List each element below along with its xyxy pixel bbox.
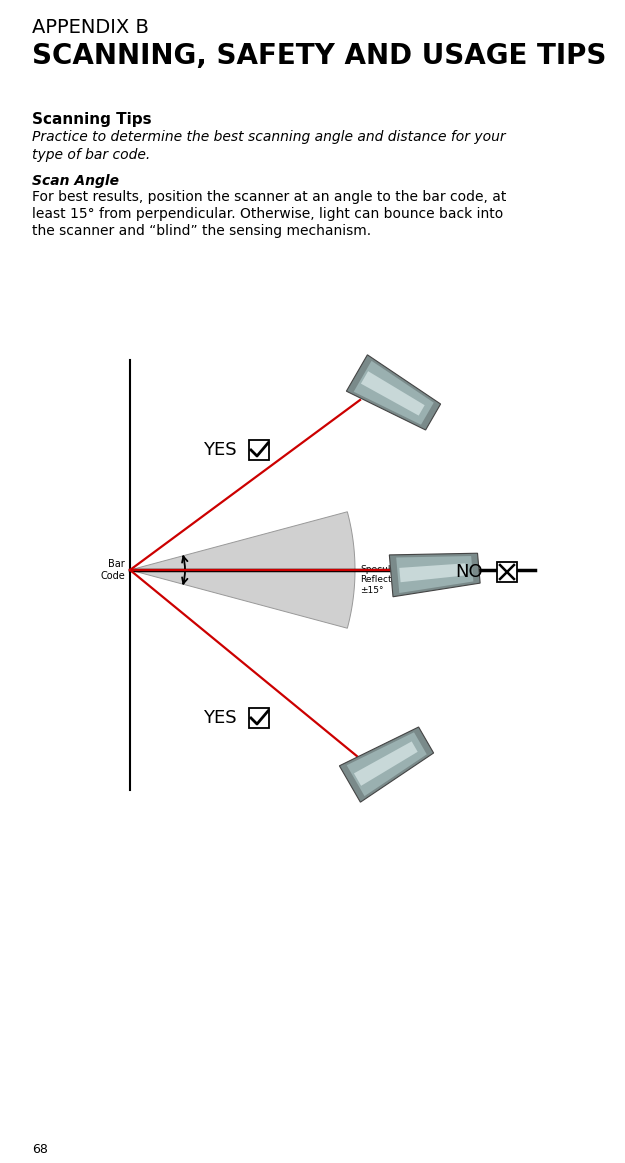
Bar	[497, 562, 517, 582]
Text: Scan Angle: Scan Angle	[32, 174, 119, 188]
Polygon shape	[354, 361, 434, 424]
Polygon shape	[347, 733, 427, 797]
Text: type of bar code.: type of bar code.	[32, 148, 150, 162]
Text: NO: NO	[455, 563, 482, 582]
Text: YES: YES	[203, 441, 237, 459]
Text: the scanner and “blind” the sensing mechanism.: the scanner and “blind” the sensing mech…	[32, 224, 371, 238]
Polygon shape	[346, 355, 441, 430]
Polygon shape	[361, 371, 424, 415]
Polygon shape	[130, 512, 355, 628]
Bar	[249, 708, 269, 728]
Text: least 15° from perpendicular. Otherwise, light can bounce back into: least 15° from perpendicular. Otherwise,…	[32, 207, 503, 221]
Text: YES: YES	[203, 709, 237, 727]
Text: Practice to determine the best scanning angle and distance for your: Practice to determine the best scanning …	[32, 130, 506, 144]
Text: 68: 68	[32, 1143, 48, 1156]
Polygon shape	[389, 554, 480, 597]
Text: For best results, position the scanner at an angle to the bar code, at: For best results, position the scanner a…	[32, 190, 506, 204]
Text: Specular
Reflection
±15°: Specular Reflection ±15°	[360, 565, 406, 594]
Bar	[249, 440, 269, 461]
Polygon shape	[354, 741, 418, 786]
Polygon shape	[339, 727, 434, 802]
Text: Scanning Tips: Scanning Tips	[32, 112, 152, 127]
Text: SCANNING, SAFETY AND USAGE TIPS: SCANNING, SAFETY AND USAGE TIPS	[32, 42, 606, 70]
Polygon shape	[396, 556, 473, 593]
Text: Bar
Code: Bar Code	[100, 559, 125, 580]
Polygon shape	[399, 563, 466, 583]
Text: APPENDIX B: APPENDIX B	[32, 17, 149, 37]
